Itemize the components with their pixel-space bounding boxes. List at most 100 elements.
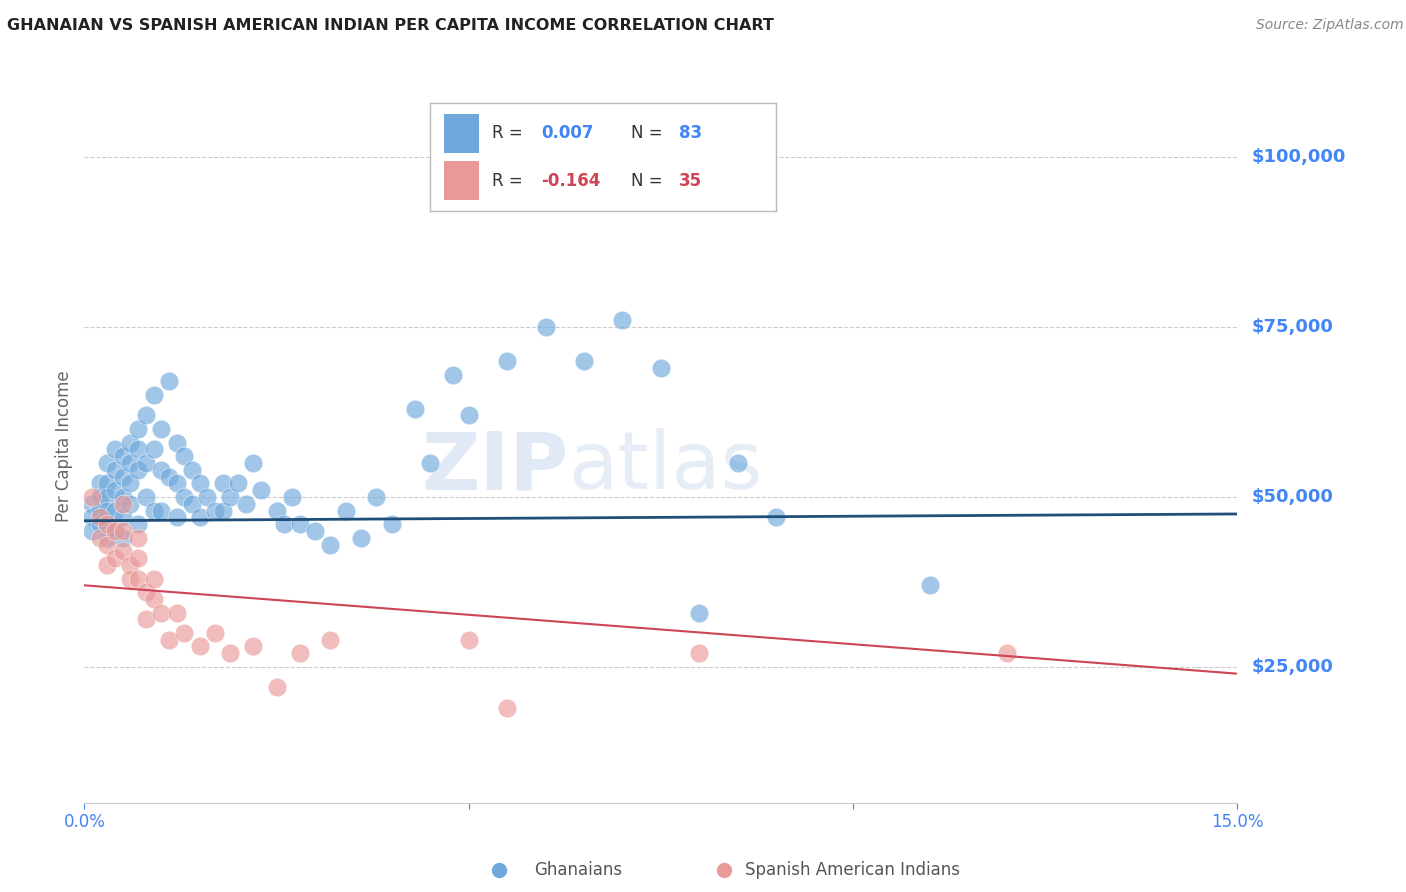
Point xyxy=(727,456,749,470)
Point xyxy=(457,632,479,647)
Point xyxy=(96,456,118,470)
Point xyxy=(96,476,118,491)
Text: $100,000: $100,000 xyxy=(1251,148,1346,166)
Point xyxy=(226,476,249,491)
Point xyxy=(765,510,787,524)
Point xyxy=(96,503,118,517)
Point xyxy=(457,409,479,423)
Point xyxy=(319,537,342,551)
Point xyxy=(127,551,149,566)
Point xyxy=(612,313,634,327)
Point xyxy=(127,422,149,436)
Text: Source: ZipAtlas.com: Source: ZipAtlas.com xyxy=(1256,18,1403,32)
Point xyxy=(266,680,288,694)
Point xyxy=(96,490,118,504)
Point xyxy=(89,531,111,545)
Point xyxy=(120,497,142,511)
Point xyxy=(195,490,218,504)
Point xyxy=(273,517,295,532)
Point xyxy=(650,360,672,375)
Point xyxy=(89,517,111,532)
Point xyxy=(127,531,149,545)
Point xyxy=(335,503,357,517)
Point xyxy=(534,320,557,334)
Text: atlas: atlas xyxy=(568,428,763,507)
Point xyxy=(111,469,134,483)
Point xyxy=(219,646,242,660)
Point xyxy=(150,503,173,517)
Point xyxy=(104,524,127,538)
Point xyxy=(142,442,165,457)
Point xyxy=(995,646,1018,660)
Point xyxy=(142,503,165,517)
Point xyxy=(111,497,134,511)
Point xyxy=(250,483,273,498)
Point xyxy=(181,497,204,511)
Point xyxy=(157,469,180,483)
Point xyxy=(288,517,311,532)
Text: Ghanaians: Ghanaians xyxy=(534,861,623,879)
Point xyxy=(150,463,173,477)
Point xyxy=(281,490,304,504)
Point xyxy=(120,558,142,572)
Point xyxy=(166,606,188,620)
Point xyxy=(381,517,404,532)
Point xyxy=(111,531,134,545)
Y-axis label: Per Capita Income: Per Capita Income xyxy=(55,370,73,522)
Point xyxy=(135,585,157,599)
Point xyxy=(142,388,165,402)
Point xyxy=(120,435,142,450)
Point xyxy=(111,449,134,463)
Point xyxy=(150,422,173,436)
Point xyxy=(188,510,211,524)
Point xyxy=(173,449,195,463)
Point xyxy=(173,626,195,640)
Point xyxy=(104,503,127,517)
Point xyxy=(288,646,311,660)
Point xyxy=(419,456,441,470)
Point xyxy=(111,544,134,558)
Point xyxy=(242,640,264,654)
Point xyxy=(173,490,195,504)
Point xyxy=(120,456,142,470)
Text: GHANAIAN VS SPANISH AMERICAN INDIAN PER CAPITA INCOME CORRELATION CHART: GHANAIAN VS SPANISH AMERICAN INDIAN PER … xyxy=(7,18,773,33)
Point xyxy=(111,524,134,538)
Point xyxy=(366,490,388,504)
Point xyxy=(157,375,180,389)
Text: ZIP: ZIP xyxy=(422,428,568,507)
Point xyxy=(89,510,111,524)
Point xyxy=(96,531,118,545)
Point xyxy=(166,476,188,491)
Text: $75,000: $75,000 xyxy=(1251,318,1333,336)
Point xyxy=(441,368,464,382)
Point xyxy=(157,632,180,647)
Point xyxy=(918,578,941,592)
Point xyxy=(120,476,142,491)
Point xyxy=(127,517,149,532)
Point xyxy=(204,626,226,640)
Point xyxy=(120,572,142,586)
Point xyxy=(404,401,426,416)
Point xyxy=(127,463,149,477)
Point xyxy=(688,646,710,660)
Point xyxy=(204,503,226,517)
Point xyxy=(304,524,326,538)
Point xyxy=(135,612,157,626)
Point xyxy=(150,606,173,620)
Point xyxy=(135,490,157,504)
Point xyxy=(89,503,111,517)
Point xyxy=(80,510,103,524)
Point xyxy=(616,765,638,780)
Point xyxy=(127,442,149,457)
Point xyxy=(572,354,595,368)
Point xyxy=(89,476,111,491)
Point xyxy=(127,572,149,586)
Point xyxy=(111,510,134,524)
Point xyxy=(96,517,118,532)
Point xyxy=(242,456,264,470)
Point xyxy=(188,640,211,654)
Point xyxy=(142,591,165,606)
Point xyxy=(104,483,127,498)
Point xyxy=(188,476,211,491)
Point xyxy=(496,700,519,714)
